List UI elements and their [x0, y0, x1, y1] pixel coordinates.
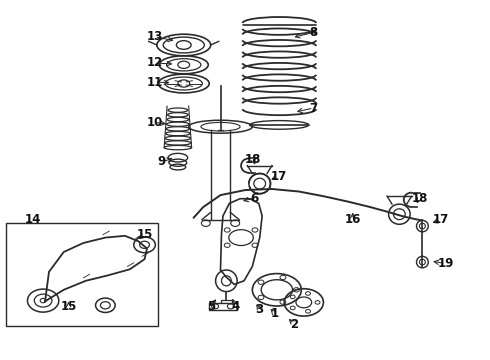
- Text: 19: 19: [438, 257, 454, 270]
- Bar: [209, 303, 237, 310]
- Text: 8: 8: [310, 26, 318, 39]
- Text: 14: 14: [25, 213, 42, 226]
- Text: 15: 15: [60, 300, 77, 313]
- Text: 7: 7: [310, 102, 318, 114]
- Text: 9: 9: [158, 156, 166, 168]
- Text: 11: 11: [146, 76, 163, 89]
- Text: 13: 13: [146, 30, 163, 43]
- Text: 12: 12: [146, 57, 163, 69]
- Text: 6: 6: [251, 192, 259, 204]
- Text: 2: 2: [290, 318, 298, 330]
- Bar: [220, 300, 232, 306]
- Text: 15: 15: [136, 228, 153, 241]
- Bar: [6, 223, 158, 326]
- Text: 3: 3: [256, 303, 264, 316]
- Text: 18: 18: [411, 192, 428, 204]
- Text: 17: 17: [433, 213, 449, 226]
- Text: 4: 4: [231, 300, 239, 312]
- Text: 5: 5: [207, 300, 215, 312]
- Text: 1: 1: [270, 307, 278, 320]
- Text: 16: 16: [344, 213, 361, 226]
- Text: 17: 17: [270, 170, 287, 183]
- Text: 10: 10: [146, 116, 163, 129]
- Text: 18: 18: [245, 153, 261, 166]
